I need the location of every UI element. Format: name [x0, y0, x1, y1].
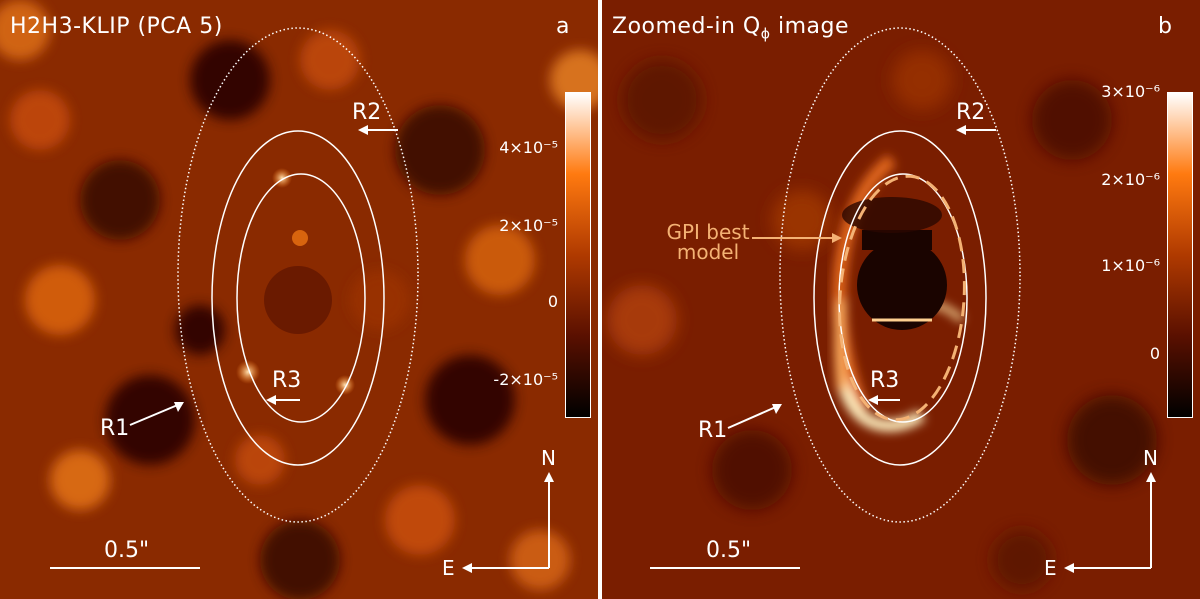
ring-r3	[236, 173, 366, 423]
colorbar	[1167, 92, 1193, 418]
gpi-best-model-label: GPI best model	[648, 222, 768, 262]
ring-r1	[813, 130, 987, 466]
panel-title-tail: image	[770, 14, 850, 39]
model-pointer-arrowhead	[832, 233, 842, 243]
compass-east-label: E	[1044, 556, 1057, 580]
ring-outer-dotted	[177, 27, 419, 523]
colorbar-tick: 2×10⁻⁶	[1101, 170, 1160, 189]
compass-east-label: E	[442, 556, 455, 580]
gpi-best-model-label-line1: GPI best	[666, 220, 750, 244]
panel-letter: a	[556, 14, 570, 39]
ring-label-r1: R1	[100, 416, 130, 441]
colorbar-tick: 3×10⁻⁶	[1101, 82, 1160, 101]
r3-arrowhead	[266, 395, 276, 405]
r1-arrowhead	[772, 404, 782, 414]
panel-title-main: Zoomed-in Q	[612, 14, 761, 39]
qphi-image-background	[602, 0, 1200, 599]
colorbar-tick: 0	[1149, 344, 1160, 363]
overlay-annotations-b	[650, 27, 1156, 573]
colorbar-tick: 0	[547, 292, 558, 311]
r3-arrowhead	[868, 395, 878, 405]
ring-r3	[838, 173, 968, 423]
ring-label-r1: R1	[698, 418, 728, 443]
gpi-best-model-ellipse	[838, 174, 966, 422]
compass-north-label: N	[1143, 446, 1158, 470]
compass-east-arrowhead	[1064, 563, 1074, 573]
panel-title: H2H3-KLIP (PCA 5)	[10, 14, 223, 39]
compass-north-arrowhead	[544, 472, 554, 482]
ring-label-r2: R2	[352, 100, 382, 125]
ring-label-r3: R3	[870, 368, 900, 393]
r2-arrowhead	[358, 125, 368, 135]
scale-bar-label: 0.5"	[104, 538, 150, 563]
panel-title-subscript: ϕ	[760, 26, 771, 43]
panel-title: Zoomed-in Qϕ image	[612, 14, 849, 42]
r1-arrow	[129, 403, 181, 426]
klip-image-background	[0, 0, 598, 599]
panel-a-klip-image: H2H3-KLIP (PCA 5) a R2 R3 R1 4×10⁻⁵ 2×10…	[0, 0, 598, 599]
panel-b-qphi-image: Zoomed-in Qϕ image b R2 R3 R1 GPI best m…	[602, 0, 1200, 599]
colorbar-tick: 1×10⁻⁶	[1101, 256, 1160, 275]
overlay-annotations-a	[50, 27, 554, 573]
colorbar-tick: 2×10⁻⁵	[499, 216, 558, 235]
colorbar	[565, 92, 591, 418]
ring-label-r3: R3	[272, 368, 302, 393]
ring-outer-dotted	[779, 27, 1021, 523]
r2-arrowhead	[956, 125, 966, 135]
ring-r1	[211, 130, 385, 466]
colorbar-tick: -2×10⁻⁵	[493, 370, 558, 389]
gpi-best-model-label-line2: model	[676, 240, 740, 264]
r1-arrow	[727, 405, 779, 429]
compass-north-arrowhead	[1146, 472, 1156, 482]
r1-arrowhead	[174, 402, 184, 412]
colorbar-tick: 4×10⁻⁵	[499, 138, 558, 157]
panel-letter: b	[1158, 14, 1172, 39]
scale-bar-label: 0.5"	[706, 538, 752, 563]
compass-north-label: N	[541, 446, 556, 470]
ring-label-r2: R2	[956, 100, 986, 125]
compass-east-arrowhead	[462, 563, 472, 573]
